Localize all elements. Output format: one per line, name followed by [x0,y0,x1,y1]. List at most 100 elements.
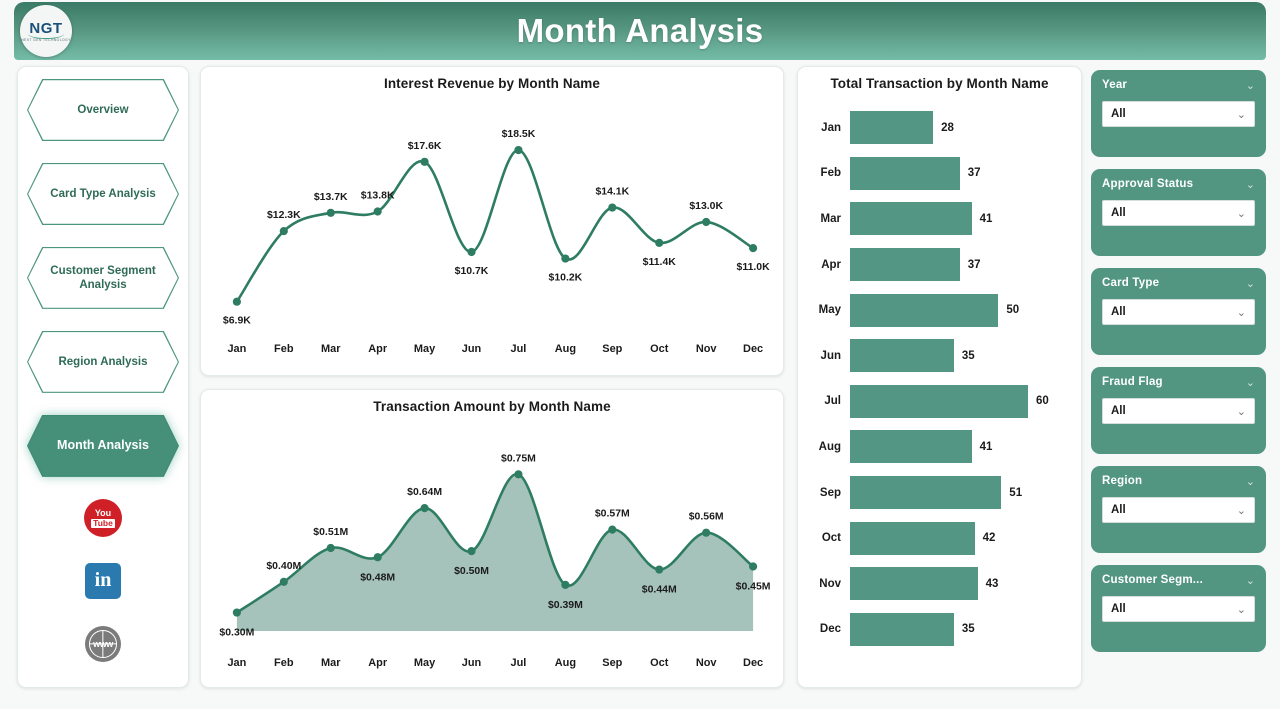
page-header: Month Analysis NGT NEXT GEN TECHNOLOGY [14,2,1266,60]
interest-revenue-plot[interactable]: $6.9K $12.3K $13.7K $13.8K $17.6K $10.7K $18.5… [201,91,783,366]
svg-text:Apr: Apr [368,657,388,669]
chevron-down-icon[interactable]: ⌄ [1236,306,1246,319]
slicer-fraud-flag[interactable]: Fraud Flag ⌄ All ⌄ [1091,367,1266,454]
bar-row[interactable]: Jul 60 [808,379,1071,425]
page-title: Month Analysis [516,12,764,49]
slicer-title: Year [1102,79,1128,91]
chevron-down-icon[interactable]: ⌄ [1245,476,1255,488]
interest-revenue-card: Interest Revenue by Month Name $6.9K $12.… [200,66,784,376]
svg-text:Mar: Mar [321,343,341,355]
bar-fill [850,612,954,646]
slicer-customer-segm[interactable]: Customer Segm... ⌄ All ⌄ [1091,565,1266,652]
transaction-amount-plot[interactable]: $0.30M $0.40M $0.51M $0.48M $0.64M $0.50M $0.7… [201,414,783,679]
slicer-card-type[interactable]: Card Type ⌄ All ⌄ [1091,268,1266,355]
bar-row[interactable]: Sep 51 [808,470,1071,516]
sidebar-item-overview[interactable]: Overview [27,79,179,141]
slicer-dropdown[interactable]: All ⌄ [1102,299,1255,325]
slicer-year[interactable]: Year ⌄ All ⌄ [1091,70,1266,157]
sidebar-item-customer-segment-analysis[interactable]: Customer Segment Analysis [27,246,179,309]
svg-text:$6.9K: $6.9K [223,316,251,327]
svg-text:Sep: Sep [602,657,622,669]
svg-text:$0.57M: $0.57M [595,509,630,520]
svg-text:Feb: Feb [274,657,294,669]
slicer-selected-value: All [1111,504,1126,516]
svg-text:$12.3K: $12.3K [267,210,301,221]
svg-text:Oct: Oct [650,657,669,669]
bar-track: 37 [850,156,1071,190]
bar-row[interactable]: Mar 41 [808,196,1071,242]
chevron-down-icon[interactable]: ⌄ [1245,179,1255,191]
bar-value-label: 51 [1009,486,1023,499]
svg-text:$10.7K: $10.7K [455,266,489,277]
slicer-title: Fraud Flag [1102,376,1163,388]
slicer-title: Card Type [1102,277,1160,289]
svg-text:$0.30M: $0.30M [219,628,254,639]
bar-category-label: Jun [820,349,841,362]
chevron-down-icon[interactable]: ⌄ [1236,504,1246,517]
bar-row[interactable]: Feb 37 [808,151,1071,197]
bar-value-label: 37 [967,258,981,271]
chevron-down-icon[interactable]: ⌄ [1236,603,1246,616]
slicer-selected-value: All [1111,405,1126,417]
total-transaction-bars: Jan 28 Feb 37 Mar 41 Apr 37 May 50 Jun 35 Jul 60 Aug 41… [798,91,1081,660]
sidebar-item-region-analysis[interactable]: Region Analysis [27,330,179,393]
bar-row[interactable]: Aug 41 [808,424,1071,470]
linkedin-icon[interactable]: in [83,562,123,601]
slicer-approval-status[interactable]: Approval Status ⌄ All ⌄ [1091,169,1266,256]
bar-category-label: Oct [821,532,841,545]
svg-text:$13.7K: $13.7K [314,192,348,203]
chevron-down-icon[interactable]: ⌄ [1245,80,1255,92]
sidebar-item-month-analysis[interactable]: Month Analysis [27,414,179,477]
slicer-dropdown[interactable]: All ⌄ [1102,596,1255,622]
chevron-down-icon[interactable]: ⌄ [1236,207,1246,220]
bar-row[interactable]: Jan 28 [808,105,1071,151]
bar-value-label: 28 [941,121,954,134]
chevron-down-icon[interactable]: ⌄ [1245,377,1255,389]
bar-row[interactable]: Jun 35 [808,333,1071,379]
sidebar-item-label: Overview [77,103,129,116]
chevron-down-icon[interactable]: ⌄ [1245,575,1255,587]
bar-track: 42 [850,521,1071,555]
slicer-dropdown[interactable]: All ⌄ [1102,200,1255,226]
chevron-down-icon[interactable]: ⌄ [1236,405,1246,418]
sidebar-item-card-type-analysis[interactable]: Card Type Analysis [27,162,179,225]
svg-text:Jul: Jul [511,343,527,355]
chevron-down-icon[interactable]: ⌄ [1236,108,1246,121]
bar-row[interactable]: Dec 35 [808,607,1071,653]
svg-text:$11.0K: $11.0K [737,262,771,273]
svg-text:$0.44M: $0.44M [642,585,677,596]
transaction-amount-card: Transaction Amount by Month Name $0.30M $… [200,389,784,688]
svg-text:$18.5K: $18.5K [502,129,536,140]
bar-row[interactable]: Oct 42 [808,515,1071,561]
slicer-dropdown[interactable]: All ⌄ [1102,497,1255,523]
bar-category-label: Jan [821,121,841,134]
bar-value-label: 50 [1006,304,1020,317]
bar-row[interactable]: Apr 37 [808,242,1071,288]
hexagon-inner: Customer Segment Analysis [28,248,178,308]
slicer-dropdown[interactable]: All ⌄ [1102,398,1255,424]
slicer-dropdown[interactable]: All ⌄ [1102,101,1255,127]
svg-text:Feb: Feb [274,343,294,355]
bar-category-label: Mar [820,212,841,225]
svg-text:Nov: Nov [696,657,718,669]
bar-value-label: 35 [961,623,975,636]
svg-text:$10.2K: $10.2K [549,273,583,284]
slicer-title: Approval Status [1102,178,1194,190]
sidebar-item-label: Region Analysis [58,355,148,368]
website-icon[interactable]: www [83,624,123,663]
bar-track: 60 [850,384,1071,418]
svg-text:Jan: Jan [227,657,246,669]
youtube-icon[interactable]: You Tube [83,499,123,538]
chevron-down-icon[interactable]: ⌄ [1245,278,1255,290]
bar-track: 41 [850,430,1071,464]
logo-swoosh [28,29,64,39]
bar-track: 35 [850,339,1071,373]
svg-text:Oct: Oct [650,343,669,355]
slicer-region[interactable]: Region ⌄ All ⌄ [1091,466,1266,553]
hexagon-inner: Region Analysis [28,332,178,392]
svg-text:Jun: Jun [462,657,482,669]
bar-row[interactable]: May 50 [808,287,1071,333]
bar-track: 50 [850,293,1071,327]
bar-row[interactable]: Nov 43 [808,561,1071,607]
bar-category-label: Feb [820,167,841,180]
